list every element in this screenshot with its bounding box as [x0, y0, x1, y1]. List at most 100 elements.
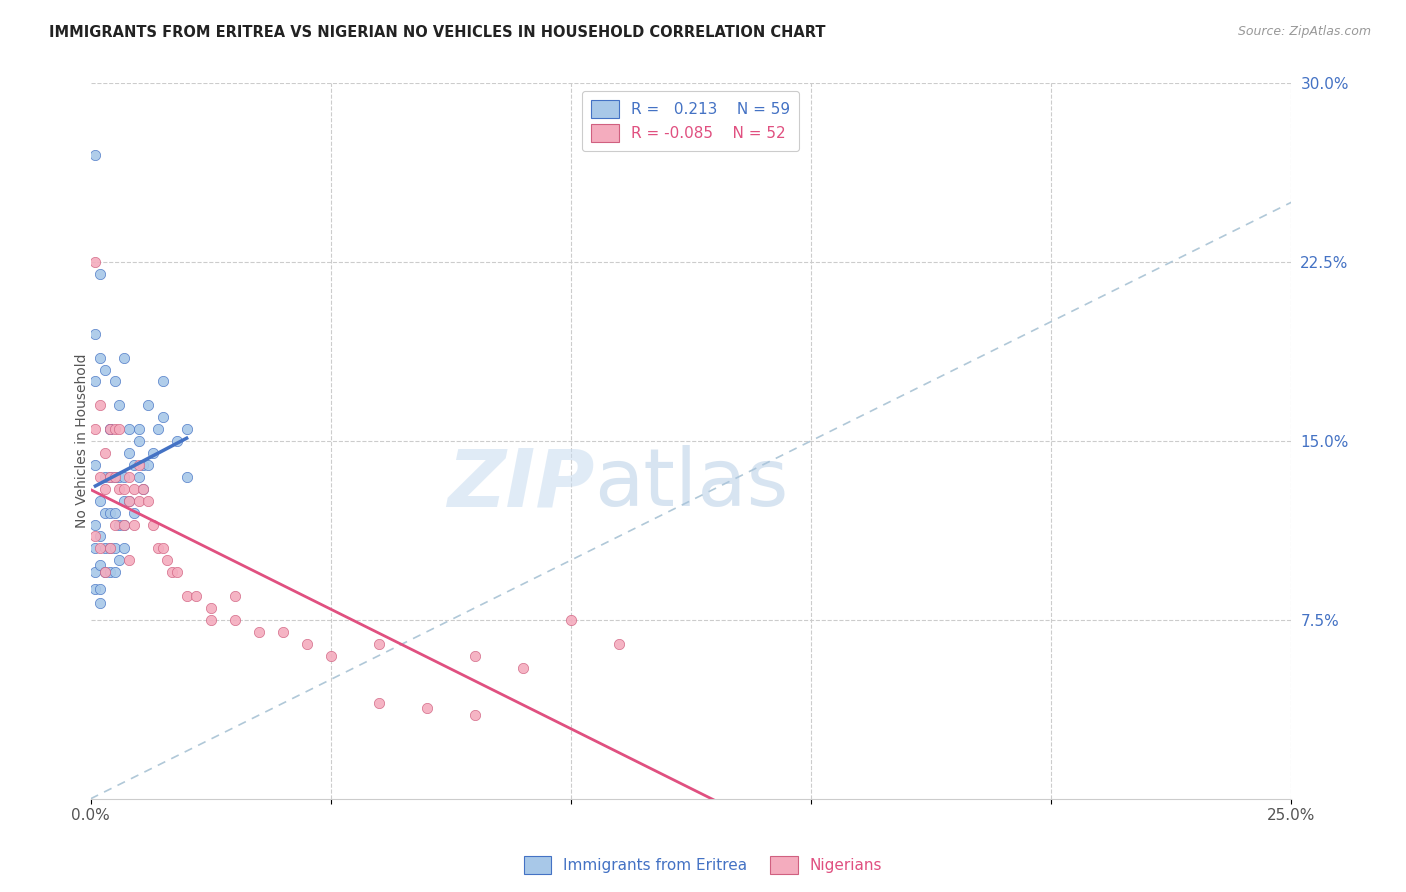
Point: [142, 517, 165, 532]
Point: [89, 558, 111, 573]
Point: [512, 660, 534, 674]
Point: [108, 517, 131, 532]
Point: [176, 470, 198, 484]
Point: [94, 362, 117, 376]
Point: [98, 506, 121, 520]
Point: [415, 701, 437, 715]
Point: [132, 482, 155, 496]
Point: [128, 470, 150, 484]
Point: [160, 566, 183, 580]
Point: [112, 517, 135, 532]
Point: [89, 398, 111, 412]
Point: [104, 375, 127, 389]
Point: [118, 493, 141, 508]
Point: [98, 541, 121, 556]
Point: [200, 613, 222, 627]
Point: [112, 541, 135, 556]
Text: IMMIGRANTS FROM ERITREA VS NIGERIAN NO VEHICLES IN HOUSEHOLD CORRELATION CHART: IMMIGRANTS FROM ERITREA VS NIGERIAN NO V…: [49, 25, 825, 40]
Point: [98, 422, 121, 436]
Point: [176, 422, 198, 436]
Point: [156, 553, 179, 567]
Point: [560, 613, 582, 627]
Point: [136, 458, 159, 472]
Point: [118, 446, 141, 460]
Point: [104, 517, 127, 532]
Point: [89, 582, 111, 596]
Point: [108, 553, 131, 567]
Point: [464, 648, 486, 663]
Point: [94, 446, 117, 460]
Legend: Immigrants from Eritrea, Nigerians: Immigrants from Eritrea, Nigerians: [517, 850, 889, 880]
Y-axis label: No Vehicles in Household: No Vehicles in Household: [76, 354, 90, 528]
Point: [319, 648, 342, 663]
Point: [118, 422, 141, 436]
Point: [89, 529, 111, 543]
Point: [84, 422, 107, 436]
Text: ZIP: ZIP: [447, 445, 595, 523]
Point: [118, 493, 141, 508]
Point: [122, 482, 145, 496]
Point: [84, 541, 107, 556]
Point: [89, 470, 111, 484]
Point: [607, 637, 630, 651]
Point: [112, 351, 135, 365]
Point: [176, 589, 198, 603]
Point: [224, 589, 246, 603]
Point: [112, 470, 135, 484]
Point: [98, 541, 121, 556]
Point: [89, 493, 111, 508]
Point: [112, 482, 135, 496]
Point: [146, 541, 169, 556]
Point: [122, 517, 145, 532]
Point: [128, 458, 150, 472]
Point: [104, 422, 127, 436]
Point: [247, 624, 270, 639]
Point: [108, 482, 131, 496]
Point: [142, 446, 165, 460]
Point: [136, 493, 159, 508]
Point: [112, 493, 135, 508]
Point: [367, 697, 389, 711]
Point: [84, 458, 107, 472]
Point: [108, 398, 131, 412]
Point: [132, 482, 155, 496]
Point: [89, 267, 111, 281]
Point: [84, 517, 107, 532]
Point: [152, 410, 174, 425]
Point: [122, 458, 145, 472]
Point: [152, 541, 174, 556]
Point: [104, 506, 127, 520]
Point: [84, 326, 107, 341]
Point: [104, 470, 127, 484]
Point: [104, 470, 127, 484]
Point: [132, 458, 155, 472]
Point: [98, 422, 121, 436]
Point: [84, 566, 107, 580]
Point: [108, 422, 131, 436]
Point: [104, 541, 127, 556]
Point: [112, 517, 135, 532]
Point: [200, 601, 222, 615]
Point: [367, 637, 389, 651]
Point: [94, 541, 117, 556]
Point: [94, 470, 117, 484]
Point: [104, 566, 127, 580]
Text: atlas: atlas: [595, 445, 789, 523]
Point: [166, 566, 188, 580]
Point: [98, 470, 121, 484]
Point: [84, 375, 107, 389]
Point: [108, 470, 131, 484]
Point: [186, 589, 208, 603]
Point: [146, 422, 169, 436]
Point: [89, 596, 111, 610]
Point: [128, 422, 150, 436]
Point: [166, 434, 188, 449]
Point: [84, 582, 107, 596]
Point: [118, 553, 141, 567]
Point: [94, 506, 117, 520]
Text: Source: ZipAtlas.com: Source: ZipAtlas.com: [1237, 25, 1371, 38]
Point: [94, 566, 117, 580]
Point: [94, 482, 117, 496]
Point: [295, 637, 318, 651]
Point: [98, 566, 121, 580]
